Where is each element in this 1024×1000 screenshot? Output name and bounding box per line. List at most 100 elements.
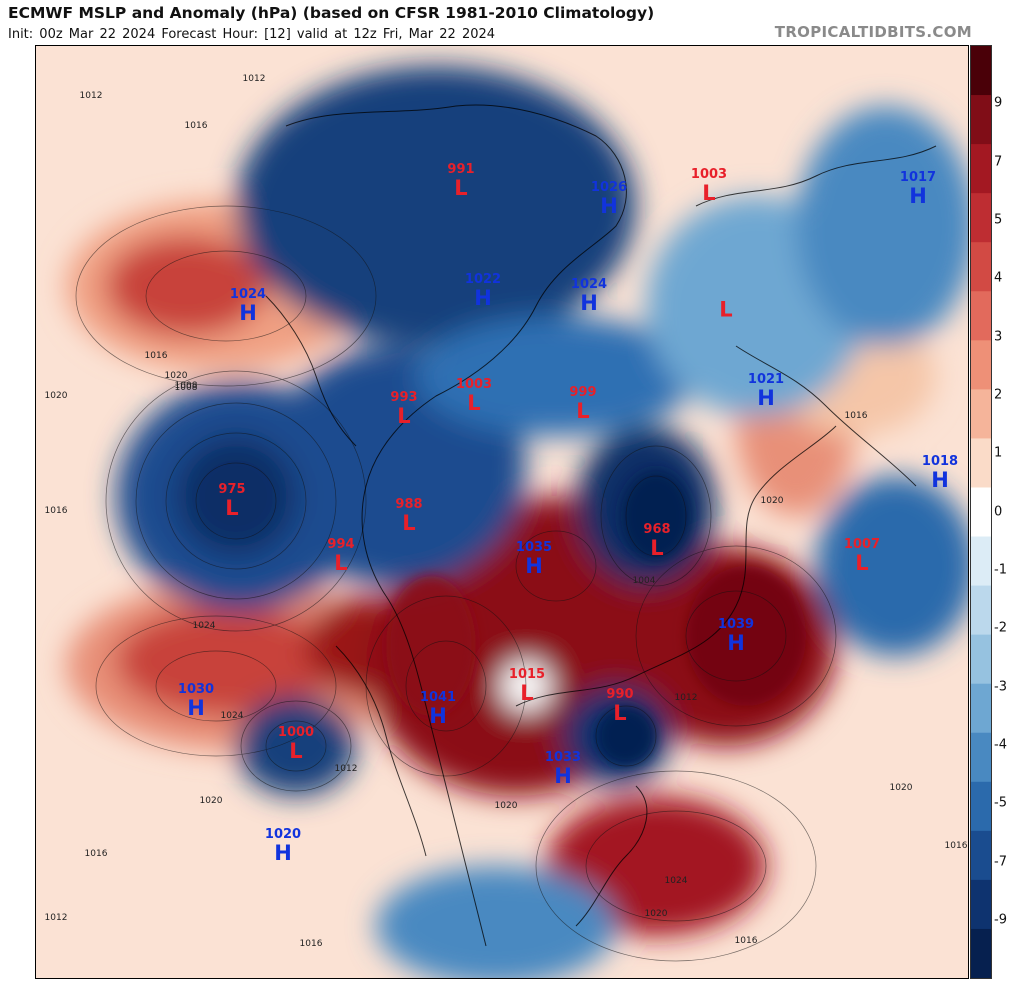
high-pressure-center: 1033 H [545,751,581,787]
colorbar-segment [971,193,991,243]
colorbar [970,45,992,979]
colorbar-segment [971,95,991,145]
high-pressure-center: 1041 H [420,691,456,727]
isobar-label: 1012 [674,693,698,703]
anomaly-field [36,46,968,978]
center-pressure-value: 1007 [843,537,881,552]
center-pressure-value: 999 [569,385,597,400]
colorbar-tick-label: 7 [994,154,1003,170]
colorbar-tick-label: 1 [994,445,1003,461]
isobar-label: 1008 [174,381,198,391]
colorbar-segment [971,340,991,390]
colorbar-tick-label: -3 [994,679,1007,695]
colorbar-segment [971,634,991,685]
center-type-letter: H [909,184,927,208]
low-pressure-center: 999 L [569,386,596,422]
colorbar-segment [971,683,991,734]
colorbar-tick-label: 2 [994,387,1003,403]
colorbar-tick-label: -7 [994,854,1007,870]
map-title: ECMWF MSLP and Anomaly (hPa) (based on C… [8,4,655,22]
center-pressure-value: 993 [390,390,418,405]
center-pressure-value: 1018 [921,454,959,469]
center-pressure-value: 975 [218,482,246,497]
center-pressure-value: 1015 [508,667,546,682]
center-type-letter: H [525,554,543,578]
low-pressure-center: 975 L [218,483,245,519]
colorbar-segment [971,830,991,881]
center-type-letter: H [274,841,292,865]
isobar-label: 1016 [734,936,758,946]
center-pressure-value: 994 [327,537,355,552]
center-type-letter: L [467,391,481,415]
isobar-label: 1016 [44,506,68,516]
colorbar-segment [971,928,991,979]
center-pressure-value: 990 [606,687,634,702]
colorbar-segment [971,781,991,832]
isobar-label: 1024 [192,621,216,631]
high-pressure-center: 1017 H [900,171,936,207]
center-type-letter: H [474,286,492,310]
isobar-label: 1024 [220,711,244,721]
center-pressure-value: 1026 [590,180,628,195]
center-type-letter: L [576,399,590,423]
low-pressure-center: 1000 L [278,726,314,762]
center-type-letter: H [580,291,598,315]
low-pressure-center: 1015 L [509,668,545,704]
center-type-letter: L [402,511,416,535]
center-type-letter: H [600,194,618,218]
isobar-label: 1012 [79,91,103,101]
colorbar-labels: 9 7 5 4 3 2 1 0 -1 -2 -3 -4 -5 -7 -9 [994,45,1024,979]
colorbar-tick-label: -9 [994,912,1007,928]
isobar-label: 1016 [844,411,868,421]
low-pressure-center: 991 L [447,163,474,199]
colorbar-segment [971,46,991,96]
low-pressure-center: 990 L [606,688,633,724]
isobar-label: 1016 [944,841,968,851]
isobar-label: 1008 [174,383,198,393]
high-pressure-center: 1030 H [178,683,214,719]
center-pressure-value: 1039 [717,617,755,632]
isobar-label: 1020 [44,391,68,401]
colorbar-segment [971,536,991,587]
center-type-letter: H [554,764,572,788]
isobar-label: 1020 [199,796,223,806]
center-pressure-value: 1024 [229,287,267,302]
isobar-label: 1020 [164,371,188,381]
center-type-letter: H [727,631,745,655]
center-pressure-value: 1003 [455,377,493,392]
isobar-label: 1020 [494,801,518,811]
colorbar-tick-label: -5 [994,795,1007,811]
colorbar-segment [971,291,991,341]
colorbar-segment [971,144,991,194]
low-pressure-center: 1003 L [456,378,492,414]
center-pressure-value: 1024 [570,277,608,292]
isobar-label: 1024 [664,876,688,886]
isobar-label: 1016 [84,849,108,859]
high-pressure-center: 1020 H [265,828,301,864]
high-pressure-center: 1039 H [718,618,754,654]
colorbar-segment [971,732,991,783]
center-pressure-value: 988 [395,497,423,512]
colorbar-tick-label: -2 [994,620,1007,636]
colorbar-segment [971,389,991,439]
center-type-letter: L [454,176,468,200]
colorbar-segment [971,487,991,538]
center-pressure-value: 1003 [690,167,728,182]
high-pressure-center: 1024 H [230,288,266,324]
isobar-label: 1012 [242,74,266,84]
center-pressure-value: 1033 [544,750,582,765]
colorbar-segment [971,242,991,292]
colorbar-tick-label: 9 [994,95,1003,111]
center-pressure-value: 1035 [515,540,553,555]
high-pressure-center: 1018 H [922,455,958,491]
site-credit: TROPICALTIDBITS.COM [774,23,972,41]
center-pressure-value: 1020 [264,827,302,842]
center-type-letter: L [719,297,733,322]
isobar-label: 1012 [44,913,68,923]
colorbar-tick-label: 5 [994,212,1003,228]
colorbar-tick-label: 3 [994,329,1003,345]
high-pressure-center: 1022 H [465,273,501,309]
center-type-letter: L [289,739,303,763]
isobar-label: 1020 [644,909,668,919]
center-type-letter: L [520,681,534,705]
